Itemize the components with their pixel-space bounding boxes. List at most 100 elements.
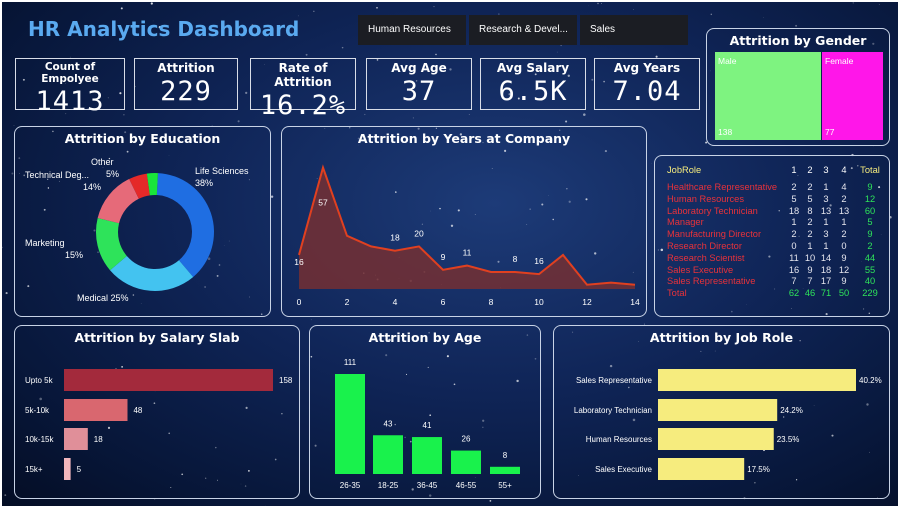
star-dot (237, 120, 240, 123)
star-dot (405, 373, 408, 375)
star-dot (228, 240, 230, 242)
star-dot (482, 142, 484, 144)
gender-female-block[interactable]: Female 77 (822, 52, 883, 140)
star-dot (628, 386, 630, 389)
age-category-label: 55+ (498, 481, 512, 490)
table-cell: 5 (867, 217, 873, 228)
salary-bar-chart: Upto 5k 158 5k-10k 48 10k-15k 18 15k+ 5 (25, 369, 293, 480)
star-dot (482, 419, 485, 422)
star-dot (567, 74, 570, 78)
tab-research-development[interactable]: Research & Devel... (469, 15, 577, 45)
star-dot (181, 473, 184, 476)
star-dot (245, 91, 248, 95)
table-cell: 1 (791, 217, 797, 228)
age-category-label: 46-55 (456, 481, 477, 490)
years-tick-label: 8 (489, 297, 494, 307)
star-dot (394, 423, 396, 426)
star-dot (412, 117, 414, 119)
star-dot (878, 186, 881, 189)
star-dot (316, 178, 318, 179)
star-dot (604, 150, 607, 153)
star-dot (244, 485, 247, 487)
star-dot (376, 59, 379, 61)
table-cell: 46 (804, 288, 816, 299)
age-category-label: 26-35 (340, 481, 361, 490)
gender-male-block[interactable]: Male 138 (715, 52, 821, 140)
table-cell: 1 (841, 217, 847, 228)
salary-value-label: 48 (133, 406, 142, 415)
jobrole-bar-chart: Sales Representative 40.2% Laboratory Tech… (574, 369, 882, 480)
star-dot (643, 323, 645, 325)
star-dot (552, 218, 554, 221)
star-dot (108, 157, 111, 160)
table-cell: 18 (788, 205, 800, 216)
star-dot (102, 167, 104, 168)
star-dot (132, 294, 135, 296)
age-panel: Attrition by Age 111 26-35 43 18-25 41 36-45 2… (309, 325, 541, 499)
kpi-label: Avg Age (391, 61, 447, 75)
kpi-label: Count of Empolyee (41, 61, 99, 85)
table-row-label: Research Director (667, 241, 742, 251)
star-dot (433, 6, 435, 8)
star-dot (140, 303, 142, 304)
table-cell: 1 (807, 241, 813, 251)
jobrole-bar (658, 399, 778, 421)
tab-human-resources[interactable]: Human Resources (358, 15, 466, 45)
kpi-label: Avg Salary (496, 61, 570, 75)
table-cell: 0 (841, 241, 847, 251)
star-dot (357, 137, 360, 140)
years-data-label: 57 (318, 198, 328, 208)
star-dot (482, 426, 484, 428)
star-dot (120, 7, 123, 10)
kpi-label: Avg Years (613, 61, 681, 75)
kpi-attrition: Attrition 229 (134, 58, 238, 110)
star-dot (150, 2, 153, 5)
star-dot (798, 235, 800, 237)
jobrole-value-label: 40.2% (859, 376, 882, 385)
table-row-label: JobRole (667, 165, 702, 175)
star-dot (170, 487, 172, 489)
table-row-label: Research Scientist (667, 252, 745, 263)
years-tick-label: 0 (297, 297, 302, 307)
table-cell: 60 (864, 205, 876, 216)
star-dot (457, 209, 460, 212)
jobrole-category-label: Laboratory Technician (574, 406, 652, 415)
star-dot (559, 129, 561, 131)
star-dot (409, 440, 412, 443)
years-area-chart: 16 57 18 20 9 11 8 16 0 2 4 6 8 10 12 14 (294, 164, 640, 307)
salary-category-label: 15k+ (25, 465, 43, 474)
star-dot (97, 251, 99, 253)
years-panel: Attrition by Years at Company 16 57 18 20 9 1… (281, 126, 647, 317)
star-dot (790, 307, 792, 309)
jobrole-value-label: 24.2% (780, 406, 803, 415)
table-cell: 5 (791, 193, 797, 204)
star-dot (459, 133, 463, 136)
star-dot (249, 296, 250, 298)
star-dot (516, 379, 519, 383)
star-dot (857, 165, 859, 167)
star-dot (126, 150, 129, 153)
star-dot (153, 402, 156, 405)
age-category-label: 36-45 (417, 481, 438, 490)
table-cell: 9 (807, 264, 813, 275)
star-dot (866, 403, 869, 406)
jobrole-table-panel (654, 155, 890, 317)
kpi-attrition-rate: Rate of Attrition 16.2% (250, 58, 356, 121)
star-dot (660, 248, 664, 252)
star-dot (215, 446, 217, 449)
star-dot (568, 200, 571, 203)
tab-sales[interactable]: Sales (580, 15, 688, 45)
star-dot (474, 214, 476, 215)
years-tick-label: 10 (534, 297, 544, 307)
star-dot (585, 198, 588, 201)
years-data-label: 9 (441, 252, 446, 262)
star-dot (207, 257, 211, 260)
star-dot (13, 125, 15, 127)
donut-label-percent: 5% (106, 169, 119, 179)
jobrole-title: Attrition by Job Role (649, 330, 794, 345)
star-dot (566, 188, 568, 190)
star-dot (714, 350, 716, 352)
star-dot (168, 432, 170, 435)
star-dot (498, 13, 500, 15)
